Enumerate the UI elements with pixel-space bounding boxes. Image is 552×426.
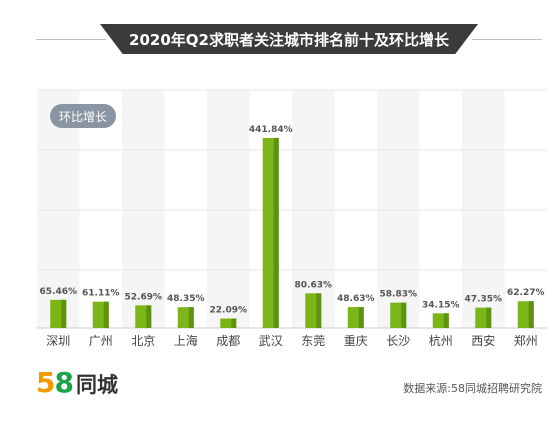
- bar-shade: [316, 293, 322, 328]
- bar-西安: [475, 307, 492, 328]
- value-label: 80.63%: [295, 280, 333, 290]
- title-rule-left: [36, 39, 106, 40]
- category-label: 成都: [216, 334, 240, 348]
- bar-shade: [358, 307, 364, 328]
- value-label: 48.63%: [337, 294, 375, 304]
- column-background: [207, 90, 250, 328]
- bar-shade: [486, 307, 492, 328]
- chart-title: 2020年Q2求职者关注城市排名前十及环比增长: [100, 24, 478, 54]
- bar-重庆: [347, 307, 364, 328]
- value-label: 48.35%: [167, 294, 205, 304]
- bar-长沙: [390, 302, 407, 328]
- bar-广州: [92, 301, 109, 328]
- bar-shade: [528, 301, 534, 328]
- bar-上海: [177, 307, 194, 328]
- column-background: [292, 90, 335, 328]
- bar-shade: [61, 299, 67, 328]
- growth-badge: 环比增长: [50, 104, 116, 128]
- category-label: 郑州: [514, 333, 538, 348]
- bar-chart: 65.46% 61.11% 52.69% 48.35% 22.09% 441.84% 80.…: [37, 89, 547, 348]
- value-label: 22.09%: [210, 305, 248, 315]
- bar: [220, 318, 237, 328]
- bar-shade: [273, 137, 279, 328]
- value-label: 441.84%: [249, 125, 293, 135]
- brand-logo: 5 8 同城: [36, 366, 118, 399]
- data-source-note: 数据来源:58同城招聘研究院: [403, 382, 542, 395]
- logo-digit-5: 5: [36, 366, 56, 399]
- logo-text: 同城: [75, 373, 118, 397]
- category-label: 东莞: [301, 334, 325, 348]
- category-label: 长沙: [386, 334, 410, 348]
- bar-成都: [220, 318, 237, 328]
- value-label: 47.35%: [465, 295, 503, 305]
- bar-shade: [231, 318, 237, 328]
- category-labels: 深圳 广州 北京 上海 成都 武汉 东莞 重庆 长沙 杭州 西安 郑州: [46, 333, 538, 348]
- category-label: 杭州: [429, 333, 453, 348]
- column-background: [462, 90, 505, 328]
- category-label: 西安: [471, 333, 495, 348]
- bar-东莞: [305, 293, 322, 328]
- bar-杭州: [432, 313, 449, 328]
- bar-shade: [146, 305, 152, 328]
- bar-shade: [443, 313, 449, 328]
- category-label: 上海: [174, 333, 198, 348]
- bar-shade: [188, 307, 194, 328]
- title-rule-right: [472, 39, 542, 40]
- value-labels: 65.46% 61.11% 52.69% 48.35% 22.09% 441.84% 80.…: [40, 125, 545, 316]
- value-label: 65.46%: [40, 287, 78, 297]
- category-label: 北京: [131, 334, 155, 348]
- category-label: 深圳: [46, 334, 70, 348]
- bars: [50, 137, 534, 328]
- value-label: 52.69%: [125, 292, 163, 302]
- bar-北京: [135, 305, 152, 328]
- column-background: [122, 90, 165, 328]
- column-backgrounds: [37, 90, 505, 328]
- category-label: 重庆: [344, 334, 368, 348]
- value-label: 34.15%: [422, 300, 460, 310]
- bar-shade: [401, 302, 407, 328]
- column-background: [37, 90, 80, 328]
- bar-深圳: [50, 299, 67, 328]
- bar-shade: [103, 301, 109, 328]
- column-background: [377, 90, 420, 328]
- value-label: 62.27%: [507, 288, 545, 298]
- category-label: 武汉: [259, 334, 283, 348]
- bar-郑州: [517, 301, 534, 328]
- logo-digit-8: 8: [54, 366, 74, 399]
- value-label: 61.11%: [82, 289, 120, 299]
- category-label: 广州: [89, 334, 113, 348]
- bar-武汉: [262, 137, 279, 328]
- value-label: 58.83%: [380, 290, 418, 300]
- gridlines: [37, 89, 547, 329]
